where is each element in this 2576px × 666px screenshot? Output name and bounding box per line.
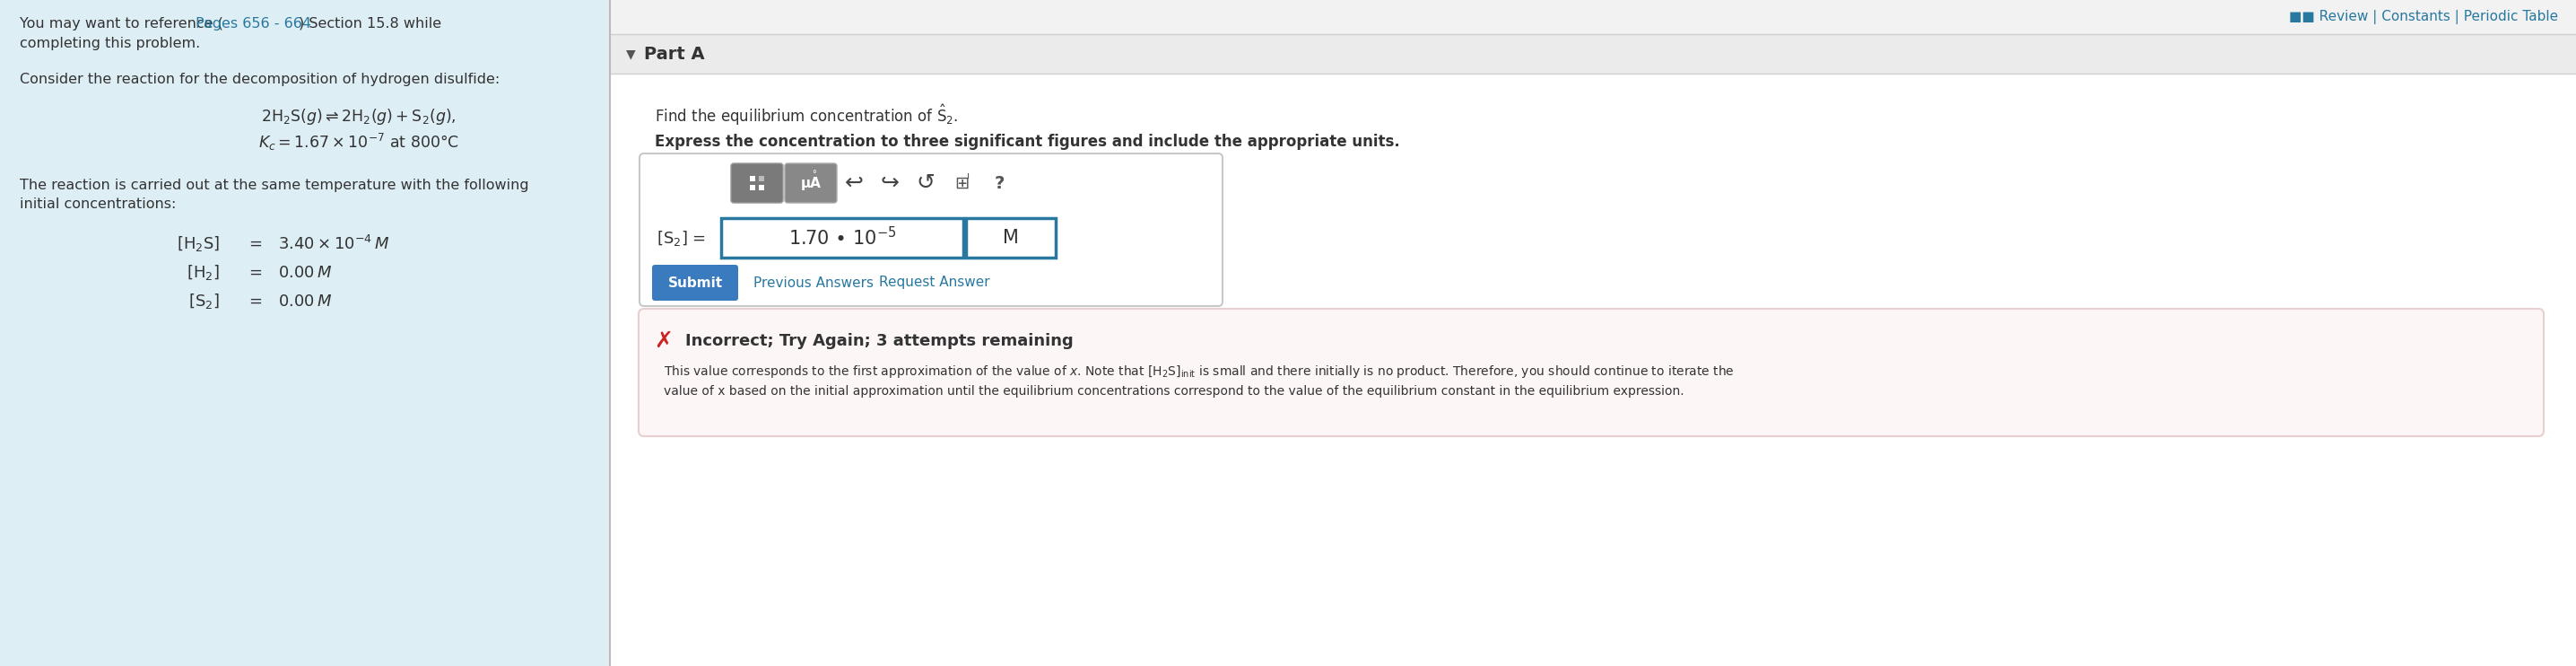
Text: The reaction is carried out at the same temperature with the following: The reaction is carried out at the same … — [21, 178, 528, 192]
Text: ↩: ↩ — [845, 172, 863, 194]
Text: $K_c = 1.67 \times 10^{-7}$ at 800°C: $K_c = 1.67 \times 10^{-7}$ at 800°C — [258, 131, 459, 153]
Text: ı: ı — [969, 171, 971, 180]
FancyBboxPatch shape — [750, 176, 755, 181]
Text: $0.00\,M$: $0.00\,M$ — [278, 294, 332, 310]
FancyBboxPatch shape — [639, 309, 2543, 436]
Text: ↺: ↺ — [917, 172, 935, 194]
Text: Request Answer: Request Answer — [878, 276, 989, 290]
FancyBboxPatch shape — [786, 163, 837, 203]
Text: This value corresponds to the first approximation of the value of $x$. Note that: This value corresponds to the first appr… — [665, 364, 1734, 380]
Text: Express the concentration to three significant figures and include the appropria: Express the concentration to three signi… — [654, 134, 1399, 150]
Text: Submit: Submit — [667, 276, 721, 290]
FancyBboxPatch shape — [611, 0, 2576, 34]
Text: Find the equilibrium concentration of $\mathrm{\hat{S}_2}$.: Find the equilibrium concentration of $\… — [654, 103, 958, 127]
Text: Incorrect; Try Again; 3 attempts remaining: Incorrect; Try Again; 3 attempts remaini… — [685, 333, 1074, 349]
Text: $1.70\ {\bullet}\ 10^{-5}$: $1.70\ {\bullet}\ 10^{-5}$ — [788, 226, 896, 249]
Text: ✗: ✗ — [654, 330, 672, 352]
Text: =: = — [250, 236, 263, 252]
Text: Consider the reaction for the decomposition of hydrogen disulfide:: Consider the reaction for the decomposit… — [21, 72, 500, 86]
Text: =: = — [250, 294, 263, 310]
Text: °: ° — [811, 170, 817, 178]
FancyBboxPatch shape — [760, 185, 765, 190]
Text: $3.40 \times 10^{-4}\,M$: $3.40 \times 10^{-4}\,M$ — [278, 235, 389, 253]
Text: Pages 656 - 664: Pages 656 - 664 — [196, 17, 312, 30]
Text: $[\mathrm{S_2}]$ =: $[\mathrm{S_2}]$ = — [657, 228, 706, 247]
FancyBboxPatch shape — [0, 0, 611, 666]
Text: =: = — [250, 265, 263, 281]
Text: $[\mathrm{H_2}]$: $[\mathrm{H_2}]$ — [188, 264, 219, 282]
Text: ↪: ↪ — [881, 172, 899, 194]
Text: Part A: Part A — [644, 45, 706, 63]
FancyBboxPatch shape — [721, 218, 963, 258]
Text: ■■ Review | Constants | Periodic Table: ■■ Review | Constants | Periodic Table — [2290, 10, 2558, 24]
Text: $2\mathrm{H_2S}(g) \rightleftharpoons 2\mathrm{H_2}(g) + \mathrm{S_2}(g),$: $2\mathrm{H_2S}(g) \rightleftharpoons 2\… — [260, 107, 456, 127]
Text: M: M — [1002, 229, 1020, 247]
FancyBboxPatch shape — [652, 265, 739, 300]
Text: ▼: ▼ — [626, 47, 636, 60]
Text: value of x based on the initial approximation until the equilibrium concentratio: value of x based on the initial approxim… — [665, 385, 1685, 398]
Text: completing this problem.: completing this problem. — [21, 37, 201, 50]
Text: μA: μA — [801, 176, 822, 190]
Text: You may want to reference (: You may want to reference ( — [21, 17, 224, 30]
Text: ?: ? — [994, 174, 1005, 192]
Text: ) Section 15.8 while: ) Section 15.8 while — [299, 17, 440, 30]
Text: ⊞: ⊞ — [953, 174, 969, 192]
FancyBboxPatch shape — [750, 185, 755, 190]
Text: Previous Answers: Previous Answers — [752, 276, 873, 290]
FancyBboxPatch shape — [611, 34, 2576, 74]
Text: $[\mathrm{H_2S}]$: $[\mathrm{H_2S}]$ — [178, 234, 219, 254]
FancyBboxPatch shape — [966, 218, 1056, 258]
Text: $0.00\,M$: $0.00\,M$ — [278, 265, 332, 281]
Text: initial concentrations:: initial concentrations: — [21, 198, 175, 211]
FancyBboxPatch shape — [639, 153, 1224, 306]
Text: $[\mathrm{S_2}]$: $[\mathrm{S_2}]$ — [188, 292, 219, 311]
FancyBboxPatch shape — [732, 163, 783, 203]
FancyBboxPatch shape — [760, 176, 765, 181]
